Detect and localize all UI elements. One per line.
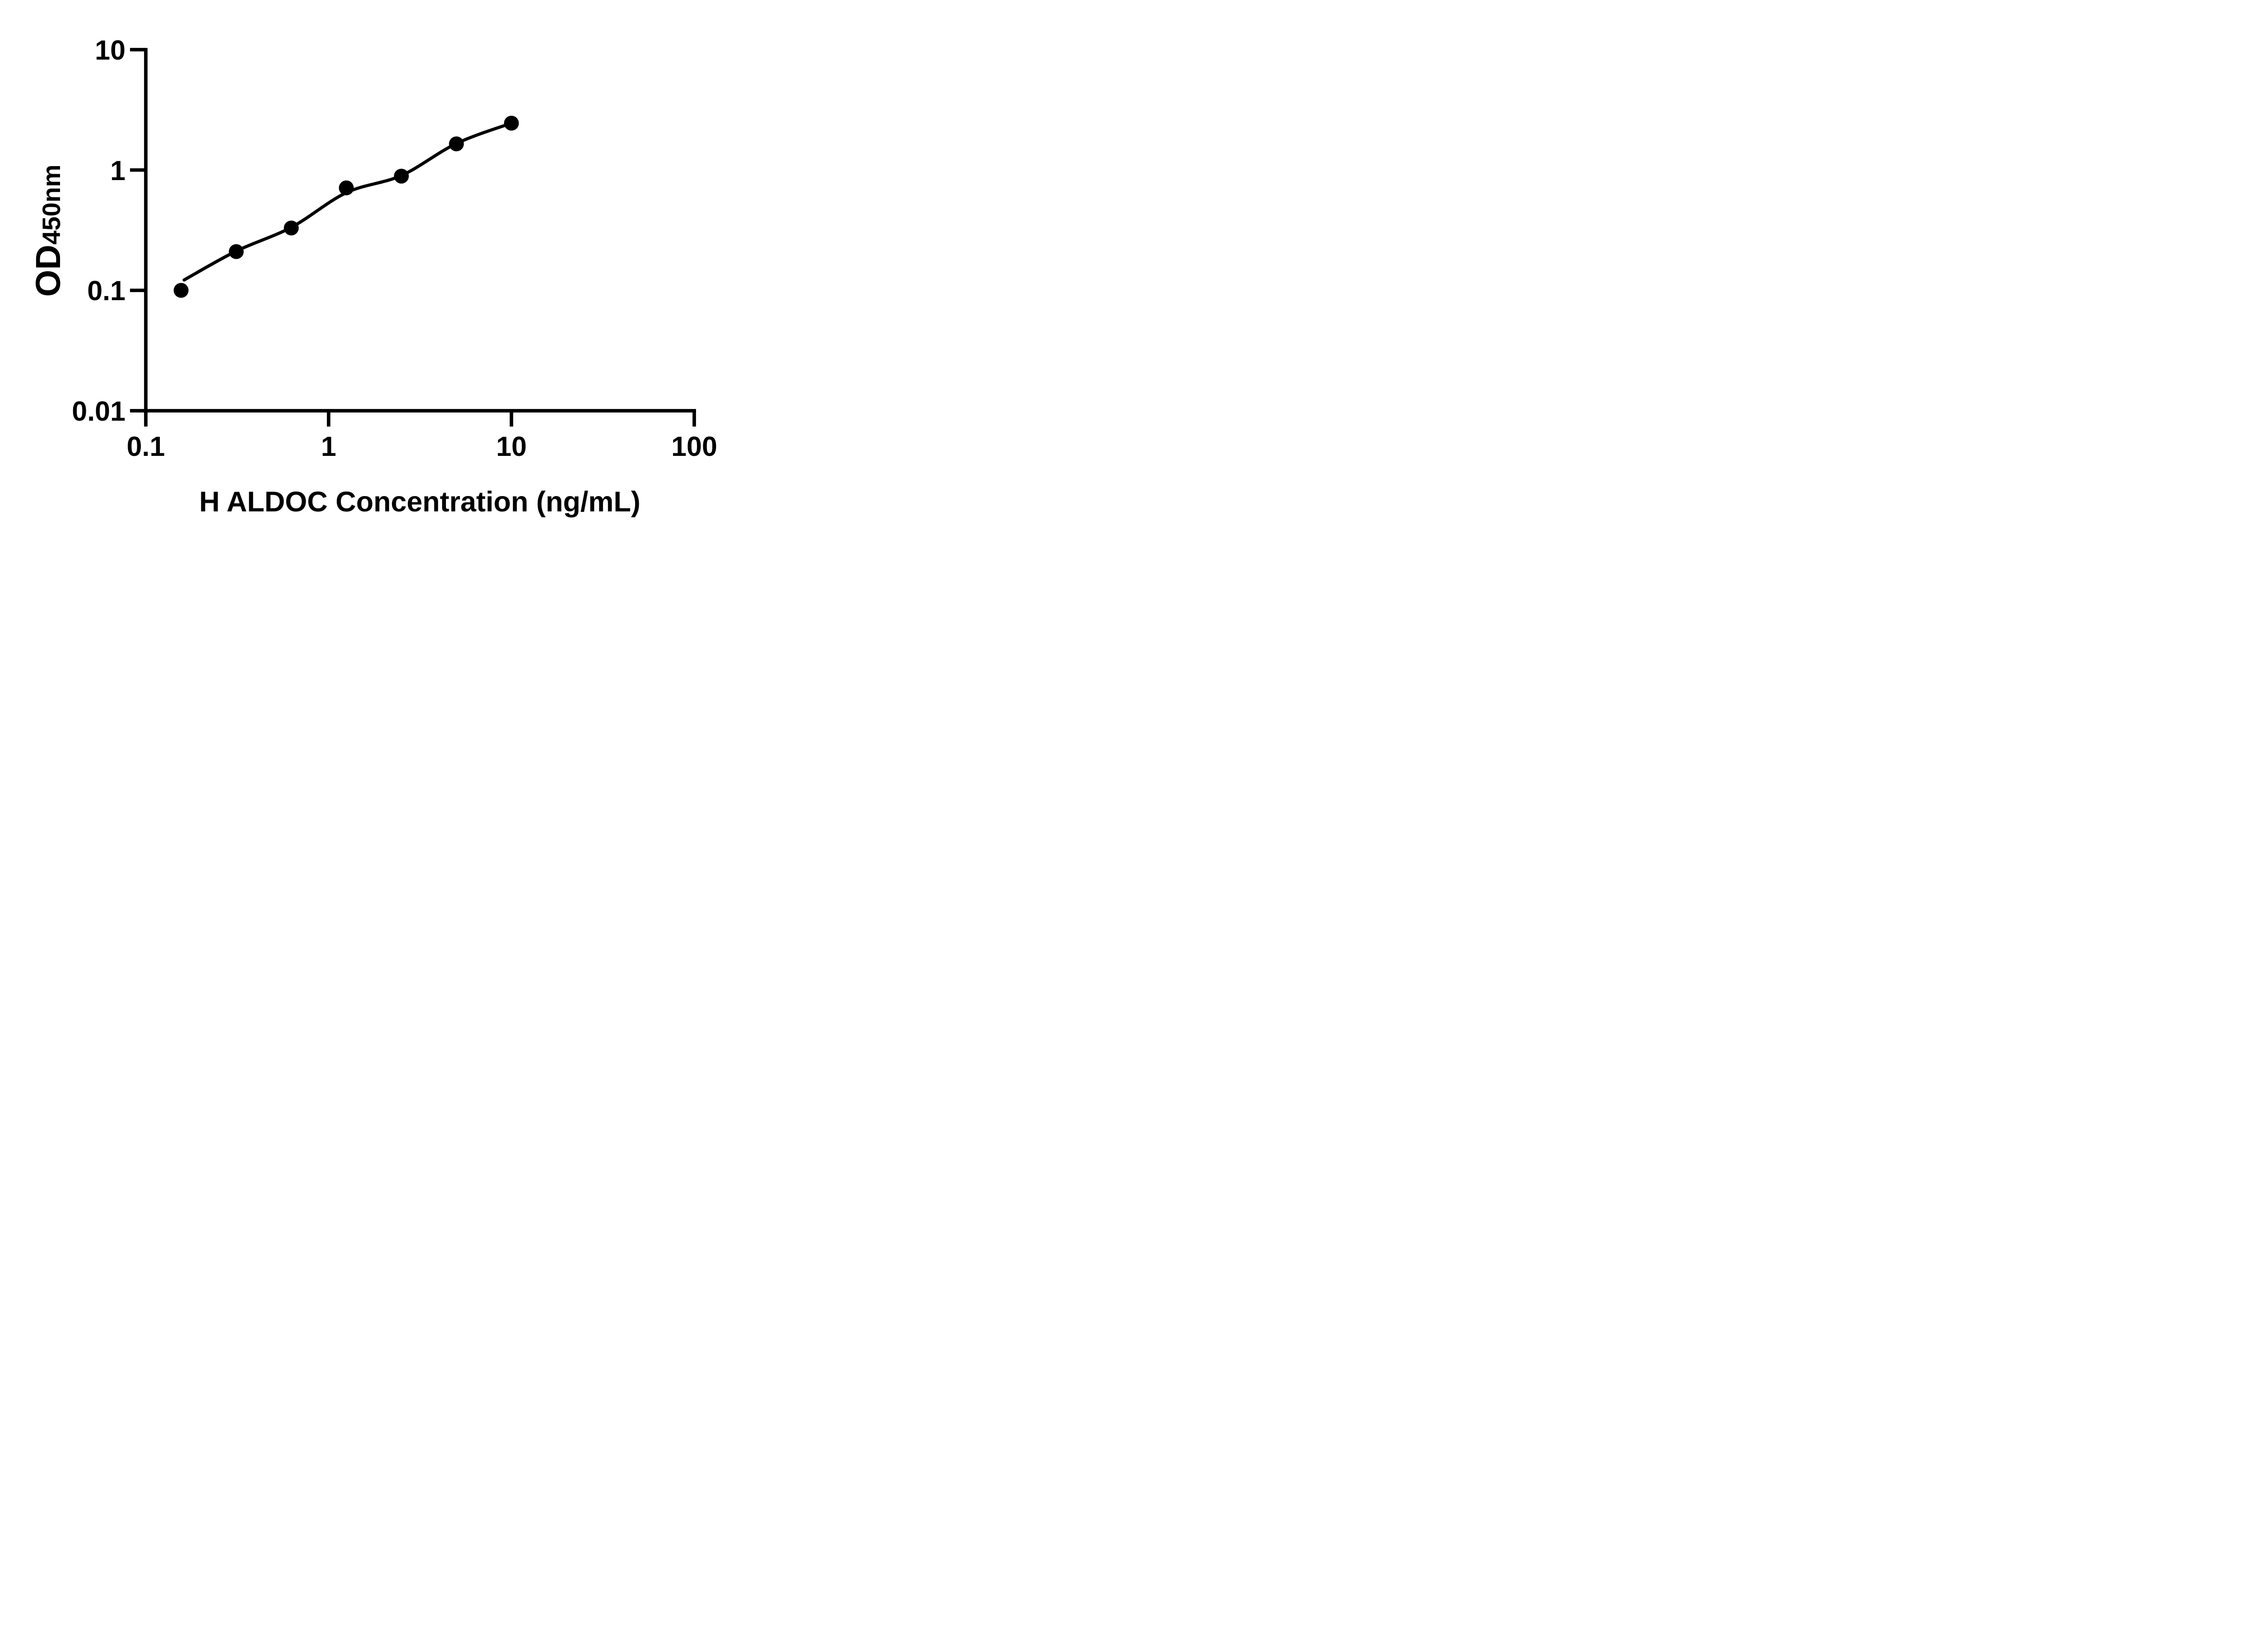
- data-point: [339, 180, 354, 195]
- y-tick-labels: 10 1 0.1 0.01: [72, 35, 125, 427]
- x-axis-title: H ALDOC Concentration (ng/mL): [199, 486, 641, 518]
- y-tick-label-0p1: 0.1: [87, 275, 125, 306]
- y-tick-label-0p01: 0.01: [72, 396, 125, 427]
- y-tick-label-1: 1: [110, 155, 125, 186]
- x-tick-label-1: 1: [321, 431, 336, 462]
- data-point: [228, 244, 244, 259]
- x-tick-labels: 0.1 1 10 100: [127, 431, 717, 462]
- y-axis-title: OD450nm: [29, 165, 68, 297]
- data-point: [173, 283, 189, 298]
- data-point: [283, 220, 299, 236]
- x-tick-label-0p1: 0.1: [127, 431, 165, 462]
- data-point: [394, 168, 409, 184]
- y-axis-title-main: OD: [29, 245, 68, 297]
- elisa-standard-curve-chart: 10 1 0.1 0.01 0.1 1 10 100 H ALDOC Conce…: [29, 35, 717, 518]
- data-point: [504, 116, 519, 131]
- data-point: [449, 136, 464, 152]
- y-axis-title-subscript: 450nm: [37, 165, 65, 245]
- data-points: [173, 116, 519, 298]
- x-axis-ticks: [144, 411, 696, 427]
- x-tick-label-10: 10: [496, 431, 527, 462]
- axis-lines: [144, 48, 696, 413]
- y-tick-label-10: 10: [95, 35, 125, 65]
- y-axis-ticks: [130, 48, 146, 413]
- axes: [130, 48, 696, 427]
- x-tick-label-100: 100: [671, 431, 717, 462]
